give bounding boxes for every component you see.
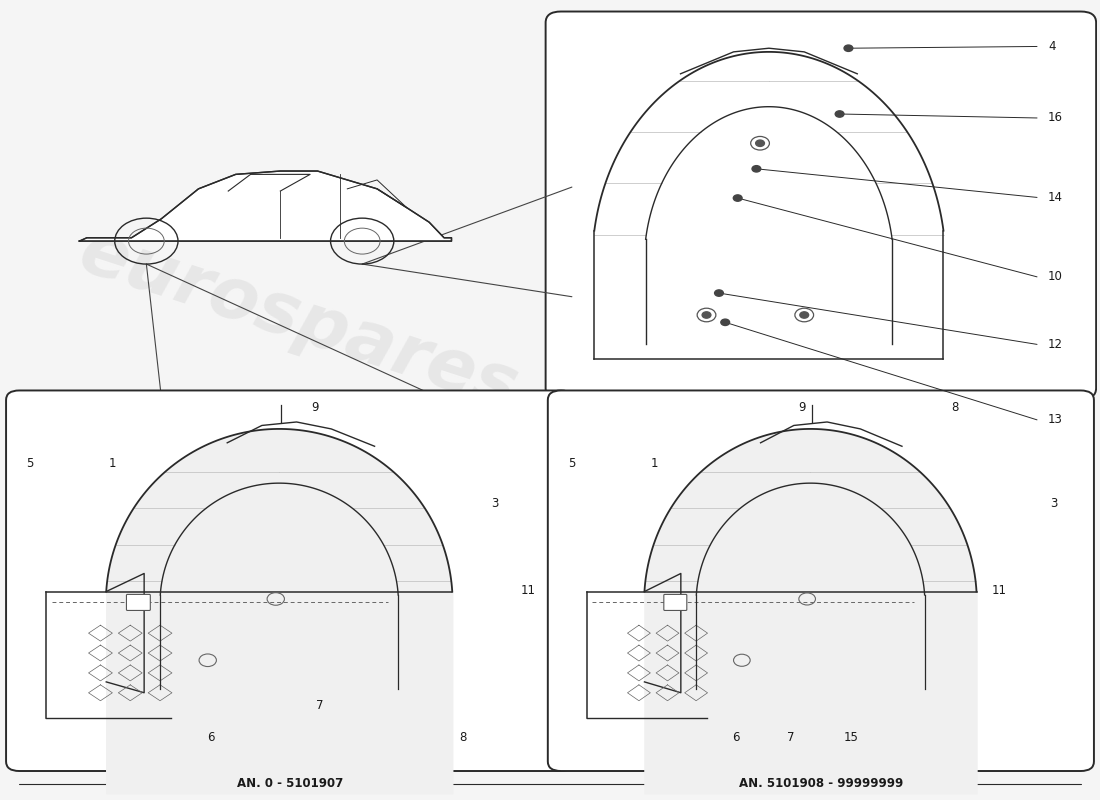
Text: 6: 6 xyxy=(207,731,215,744)
Circle shape xyxy=(756,140,764,146)
Text: 5: 5 xyxy=(26,457,34,470)
Text: 9: 9 xyxy=(798,402,805,414)
Text: 1: 1 xyxy=(109,457,116,470)
FancyBboxPatch shape xyxy=(126,594,151,610)
Text: 12: 12 xyxy=(1048,338,1063,351)
Circle shape xyxy=(752,166,761,172)
Text: 8: 8 xyxy=(952,402,958,414)
Text: 11: 11 xyxy=(991,584,1006,597)
Text: 5: 5 xyxy=(569,457,575,470)
Text: 9: 9 xyxy=(311,402,318,414)
Text: 16: 16 xyxy=(1048,111,1063,125)
Text: 7: 7 xyxy=(317,699,323,712)
Text: a passion for parts since 1985: a passion for parts since 1985 xyxy=(355,390,745,537)
Text: 4: 4 xyxy=(1048,40,1056,53)
Text: 7: 7 xyxy=(786,731,794,744)
Text: AN. 5101908 - 99999999: AN. 5101908 - 99999999 xyxy=(739,778,903,790)
Circle shape xyxy=(844,45,852,51)
Text: eurospares: eurospares xyxy=(70,217,526,424)
FancyBboxPatch shape xyxy=(546,11,1096,399)
Text: 8: 8 xyxy=(459,731,466,744)
Circle shape xyxy=(720,319,729,326)
Text: 3: 3 xyxy=(1049,497,1057,510)
Text: 15: 15 xyxy=(844,731,858,744)
Circle shape xyxy=(702,312,711,318)
Text: 13: 13 xyxy=(1048,414,1063,426)
Text: 6: 6 xyxy=(733,731,740,744)
Text: 11: 11 xyxy=(520,584,536,597)
Circle shape xyxy=(734,195,742,202)
Text: 3: 3 xyxy=(492,497,499,510)
Text: AN. 0 - 5101907: AN. 0 - 5101907 xyxy=(236,778,343,790)
FancyBboxPatch shape xyxy=(548,390,1093,771)
Polygon shape xyxy=(79,171,451,241)
FancyBboxPatch shape xyxy=(663,594,686,610)
Circle shape xyxy=(800,312,808,318)
Circle shape xyxy=(715,290,724,296)
Text: 14: 14 xyxy=(1048,191,1063,204)
Text: 1: 1 xyxy=(650,457,658,470)
Text: 10: 10 xyxy=(1048,270,1063,283)
Circle shape xyxy=(835,111,844,117)
FancyBboxPatch shape xyxy=(7,390,574,771)
